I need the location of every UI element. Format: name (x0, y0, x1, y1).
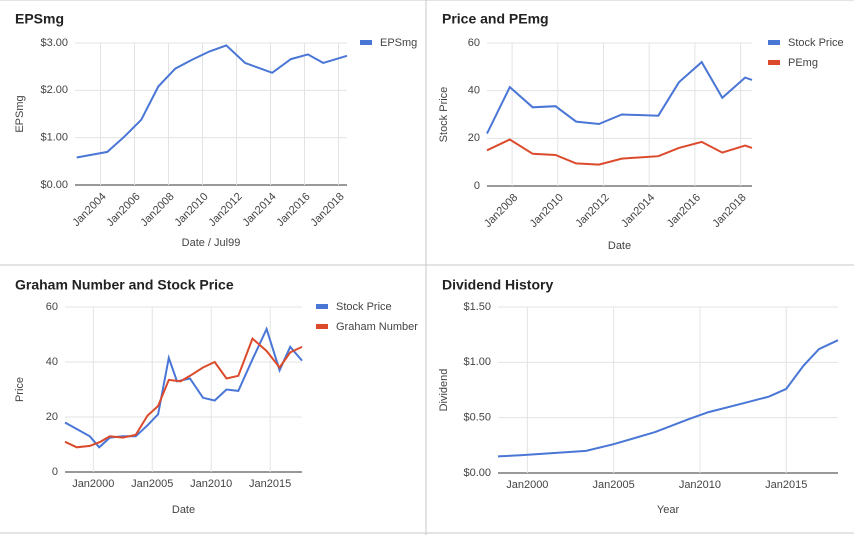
x-axis-label: Year (657, 504, 680, 516)
legend-swatch (316, 304, 328, 309)
y-tick-label: 20 (46, 411, 58, 423)
y-axis-label: EPSmg (14, 95, 26, 132)
x-tick-label: Jan2006 (104, 191, 142, 229)
x-tick-label: Jan2012 (573, 192, 611, 230)
y-tick-label: 60 (468, 37, 480, 49)
x-tick-label: Jan2005 (593, 479, 635, 491)
series-line (486, 138, 753, 166)
x-tick-label: Jan2016 (274, 191, 312, 229)
y-tick-label: 0 (52, 466, 58, 478)
legend-label: Stock Price (336, 301, 392, 313)
y-tick-label: $1.00 (40, 132, 68, 144)
x-tick-label: Jan2014 (240, 191, 278, 229)
legend-label: Graham Number (336, 321, 418, 333)
x-tick-label: Jan2000 (72, 478, 114, 490)
x-tick-label: Jan2010 (528, 192, 566, 230)
series-line (64, 336, 303, 449)
chart-title: Graham Number and Stock Price (15, 277, 234, 293)
y-axis-label: Dividend (438, 369, 450, 412)
y-tick-label: 60 (46, 301, 58, 313)
x-axis-label: Date (172, 504, 195, 516)
y-tick-label: 40 (468, 85, 480, 97)
legend-label: Stock Price (788, 37, 844, 49)
chart-title: Price and PEmg (442, 11, 549, 27)
y-tick-label: 0 (474, 180, 480, 192)
y-tick-label: 40 (46, 356, 58, 368)
legend-label: PEmg (788, 57, 818, 69)
x-tick-label: Jan2018 (308, 191, 346, 229)
legend-label: EPSmg (380, 37, 417, 49)
x-tick-label: Jan2005 (131, 478, 173, 490)
x-tick-label: Jan2010 (172, 191, 210, 229)
y-tick-label: $0.00 (40, 179, 68, 191)
y-axis-label: Price (14, 377, 26, 402)
series-line (497, 339, 839, 458)
x-tick-label: Jan2018 (710, 192, 748, 230)
y-tick-label: $1.50 (463, 301, 491, 313)
y-tick-label: $1.00 (463, 356, 491, 368)
x-tick-label: Jan2008 (482, 192, 520, 230)
chart-title: Dividend History (442, 277, 553, 293)
x-tick-label: Jan2012 (206, 191, 244, 229)
y-tick-label: $0.50 (463, 412, 491, 424)
x-tick-label: Jan2000 (506, 479, 548, 491)
x-tick-label: Jan2010 (190, 478, 232, 490)
y-tick-label: $3.00 (40, 37, 68, 49)
legend-swatch (768, 60, 780, 65)
legend-swatch (768, 40, 780, 45)
x-tick-label: Jan2004 (70, 191, 108, 229)
y-tick-label: $0.00 (463, 467, 491, 479)
x-tick-label: Jan2014 (619, 192, 657, 230)
series-line (64, 326, 303, 449)
x-axis-label: Date / Jul99 (182, 237, 241, 249)
y-tick-label: 20 (468, 132, 480, 144)
legend-swatch (316, 324, 328, 329)
y-tick-label: $2.00 (40, 84, 68, 96)
x-tick-label: Jan2015 (765, 479, 807, 491)
series-line (486, 60, 753, 135)
legend-swatch (360, 40, 372, 45)
x-tick-label: Jan2008 (138, 191, 176, 229)
x-tick-label: Jan2016 (665, 192, 703, 230)
x-axis-label: Date (608, 240, 631, 252)
y-axis-label: Stock Price (438, 87, 450, 143)
chart-title: EPSmg (15, 11, 64, 27)
x-tick-label: Jan2010 (679, 479, 721, 491)
series-line (76, 44, 348, 159)
x-tick-label: Jan2015 (249, 478, 291, 490)
